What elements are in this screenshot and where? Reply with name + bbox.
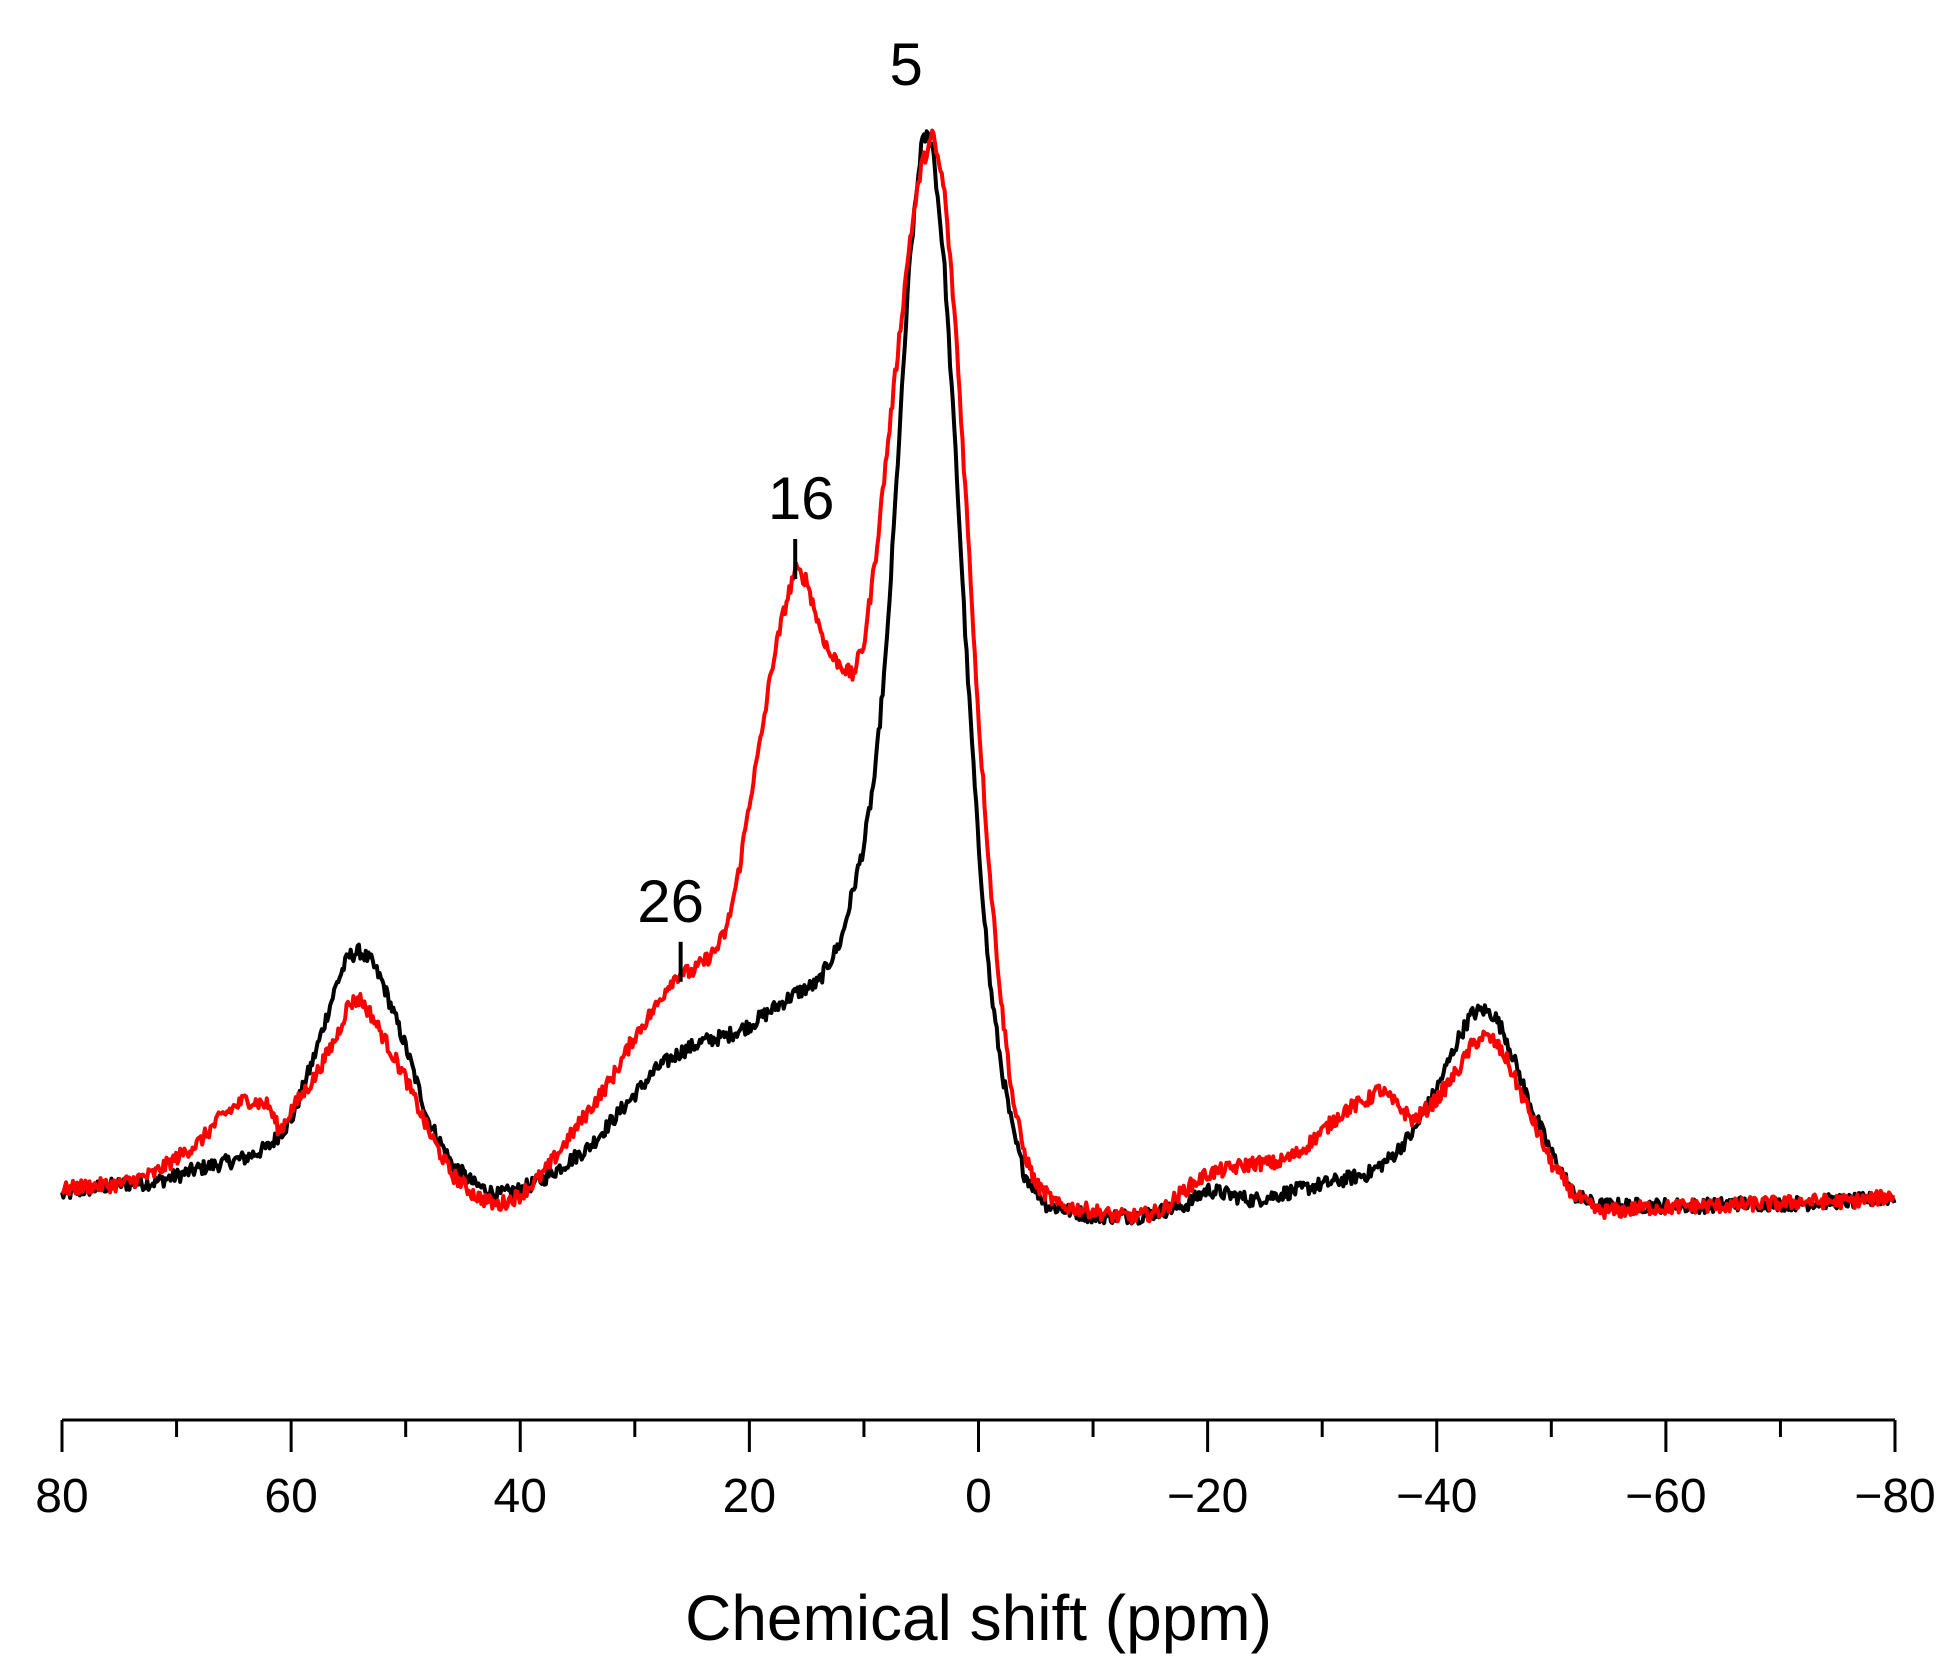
peak-annotations: 5 16 26 <box>637 31 923 982</box>
x-tick-label: 60 <box>264 1470 317 1523</box>
x-axis-title: Chemical shift (ppm) <box>685 1582 1272 1654</box>
peak-label: 26 <box>637 868 704 935</box>
x-tick-label: 40 <box>494 1470 547 1523</box>
x-tick-label: −20 <box>1167 1470 1248 1523</box>
peak-label: 16 <box>768 465 835 532</box>
x-tick-label: −80 <box>1854 1470 1935 1523</box>
series-red-line <box>60 128 1896 1225</box>
x-tick-label: 0 <box>965 1470 992 1523</box>
series-layer <box>60 128 1897 1226</box>
peak-label: 5 <box>890 31 923 98</box>
x-tick-label: 80 <box>35 1470 88 1523</box>
x-axis: 80 60 40 20 0 −20 −40 −60 −80 <box>35 1418 1936 1523</box>
series-black-line <box>60 129 1897 1226</box>
x-tick-label: −60 <box>1625 1470 1706 1523</box>
x-tick-label: 20 <box>723 1470 776 1523</box>
x-tick-label: −40 <box>1396 1470 1477 1523</box>
